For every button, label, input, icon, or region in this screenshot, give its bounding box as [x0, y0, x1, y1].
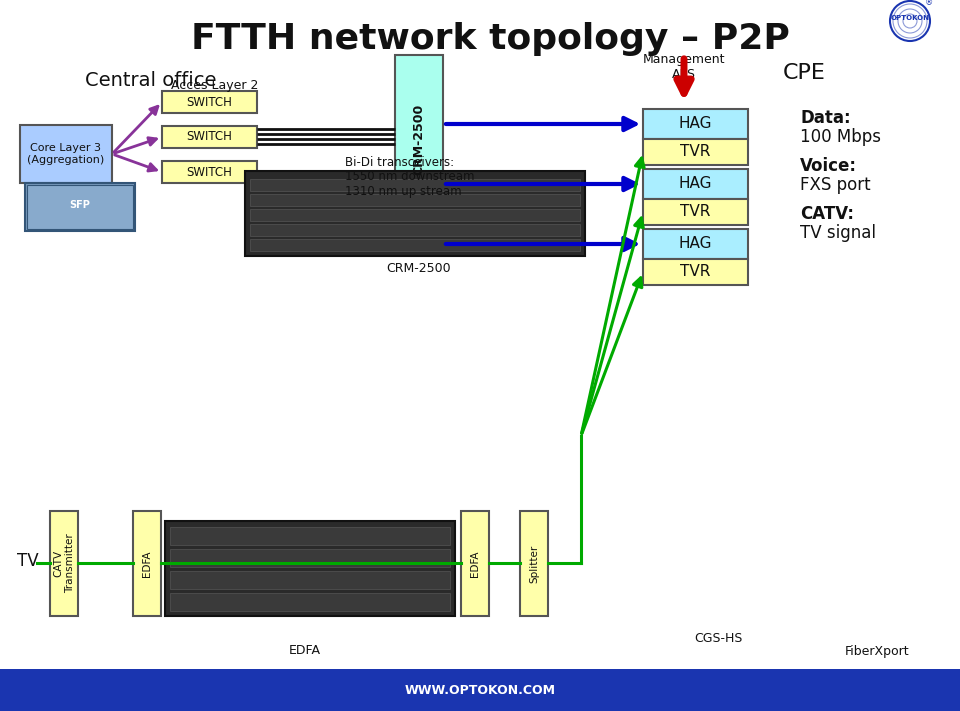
Text: EDFA: EDFA	[289, 644, 321, 658]
Text: TV: TV	[17, 552, 38, 570]
Bar	[170, 527, 450, 545]
Text: SFP: SFP	[69, 200, 90, 210]
Bar	[643, 139, 748, 165]
Text: CATV:: CATV:	[800, 205, 854, 223]
Text: FXS port: FXS port	[800, 176, 871, 194]
Bar	[162, 161, 257, 183]
Text: CATV
Transmitter: CATV Transmitter	[53, 534, 75, 594]
Bar	[245, 171, 585, 256]
Text: EDFA: EDFA	[142, 550, 152, 577]
Text: SWITCH: SWITCH	[186, 166, 232, 178]
Bar	[170, 549, 450, 567]
Bar	[20, 125, 112, 183]
Text: TV signal: TV signal	[800, 224, 876, 242]
Text: Data:: Data:	[800, 109, 851, 127]
Text: Bi-Di transceivers:
1550 nm downstream
1310 nm up stream: Bi-Di transceivers: 1550 nm downstream 1…	[345, 156, 474, 198]
Bar	[395, 55, 443, 223]
Text: 100 Mbps: 100 Mbps	[800, 128, 881, 146]
Text: Central office: Central office	[85, 70, 217, 90]
Bar	[643, 229, 748, 259]
Bar	[643, 109, 748, 139]
Text: HAG: HAG	[679, 176, 712, 191]
Bar	[250, 224, 580, 236]
Text: FTTH network topology – P2P: FTTH network topology – P2P	[191, 22, 789, 56]
Bar	[133, 511, 161, 616]
Text: Splitter: Splitter	[529, 545, 539, 582]
Bar	[643, 259, 748, 285]
Text: WWW.OPTOKON.COM: WWW.OPTOKON.COM	[404, 683, 556, 697]
Text: CPE: CPE	[783, 63, 826, 83]
Text: SWITCH: SWITCH	[186, 95, 232, 109]
Bar	[27, 185, 133, 229]
Text: CGS-HS: CGS-HS	[694, 633, 742, 646]
Text: HAG: HAG	[679, 237, 712, 252]
Text: Management
APS: Management APS	[643, 53, 725, 81]
Text: SWITCH: SWITCH	[186, 131, 232, 144]
Bar	[165, 521, 455, 616]
Bar	[0, 669, 960, 711]
Bar	[250, 239, 580, 251]
Text: EDFA: EDFA	[470, 550, 480, 577]
Bar	[643, 169, 748, 199]
Bar	[643, 199, 748, 225]
Bar	[461, 511, 489, 616]
Text: CRM-2500: CRM-2500	[413, 103, 425, 175]
Text: Core Layer 3
(Aggregation): Core Layer 3 (Aggregation)	[28, 143, 105, 165]
Text: Acces Layer 2: Acces Layer 2	[171, 78, 258, 92]
Text: CRM-2500: CRM-2500	[387, 262, 451, 274]
Bar	[250, 194, 580, 206]
Bar	[25, 183, 135, 231]
Bar	[170, 593, 450, 611]
Text: ®: ®	[924, 0, 933, 8]
Bar	[250, 179, 580, 191]
Bar	[250, 209, 580, 221]
Text: TVR: TVR	[681, 205, 710, 220]
Circle shape	[890, 1, 930, 41]
Text: FiberXport: FiberXport	[845, 644, 909, 658]
Bar	[520, 511, 548, 616]
Text: Voice:: Voice:	[800, 157, 857, 175]
Text: TVR: TVR	[681, 264, 710, 279]
Bar	[162, 91, 257, 113]
Text: OPTOKON: OPTOKON	[891, 15, 929, 21]
Bar	[170, 571, 450, 589]
Text: HAG: HAG	[679, 117, 712, 132]
Bar	[162, 126, 257, 148]
Text: TVR: TVR	[681, 144, 710, 159]
Bar	[50, 511, 78, 616]
